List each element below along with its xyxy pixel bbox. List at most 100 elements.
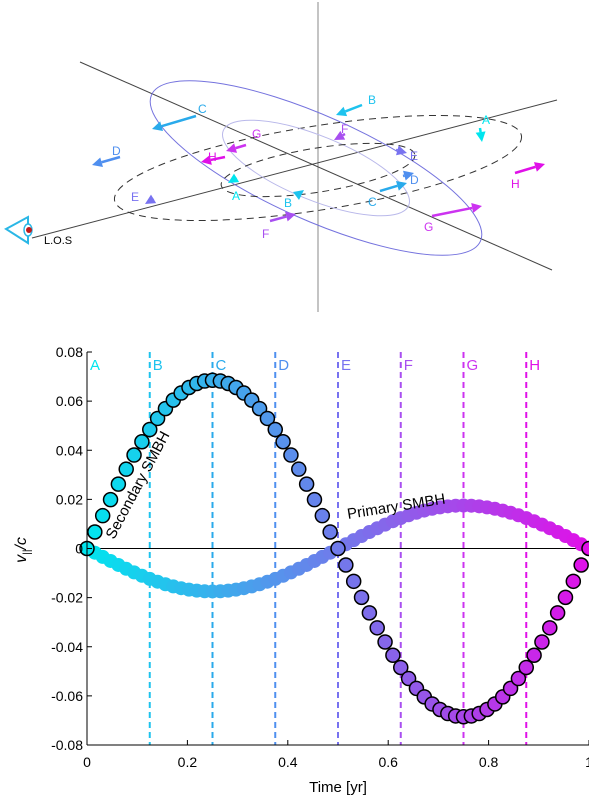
data-point [142,421,158,438]
x-tick-label: 0 [83,754,91,770]
primary-orbit-projection [220,142,416,198]
phase-label-e: E [341,357,351,374]
outer-arrow-d [92,155,121,168]
data-point [322,524,338,540]
secondary-orbit [149,80,483,256]
data-point [134,434,150,450]
outer-arrow-h [514,162,545,175]
data-point [565,573,582,590]
data-point [345,573,362,590]
data-point [330,540,346,557]
y-axis-label: v||/c [13,537,33,563]
phase-label-d: D [278,357,289,374]
data-point [110,476,127,492]
inner-arrow-e [395,145,407,156]
phase-markers [148,352,528,745]
outer-arrow-a [475,127,486,142]
outer-label-f: F [262,227,269,241]
data-point [361,605,378,621]
y-tick-label: 0.06 [56,393,83,409]
data-point [291,461,307,477]
phase-label-f: F [404,357,413,374]
x-tick-label: 1 [585,754,589,770]
outer-label-e: E [131,190,139,204]
y-tick-label: -0.02 [51,590,83,606]
data-point [581,540,589,557]
data-point [526,647,542,663]
phase-label-h: H [529,357,540,374]
data-point [518,659,534,676]
inner-label-c: C [368,195,377,209]
inner-arrow-g [226,143,247,153]
data-point [283,447,299,463]
y-tick-label: 0.08 [56,344,83,360]
inner-arrow-b [293,190,304,200]
data-point [542,620,558,636]
inner-arrow-f [334,130,346,140]
outer-label-a: A [482,113,490,127]
inner-arrow-a [228,173,240,183]
y-tick-label: 0 [75,541,83,557]
outer-arrow-b [336,103,363,117]
data-point [259,410,276,427]
primary-orbit [222,119,410,217]
phase-label-a: A [90,357,100,374]
outer-label-h: H [511,177,520,191]
y-tick-label: 0.04 [56,442,83,458]
data-point [94,507,111,524]
y-tick-label: 0.02 [56,491,83,507]
y-tick-label: -0.08 [51,737,83,753]
los-label: L.O.S [44,235,72,247]
x-tick-label: 0.6 [378,754,398,770]
x-tick-label: 0.8 [479,754,499,770]
x-tick-label: 0.2 [178,754,198,770]
y-tick-label: -0.06 [51,688,83,704]
data-point [573,557,589,573]
data-point [353,589,370,606]
phase-label-b: B [153,357,163,374]
inner-label-e: E [410,149,418,163]
x-tick-label: 0.4 [278,754,298,770]
data-point [557,589,574,606]
inner-label-a: A [232,189,240,203]
data-point [275,434,291,450]
outer-arrow-g [431,203,482,218]
data-point [126,447,142,463]
cross-axis [31,99,558,239]
inner-arrow-d [402,170,414,181]
secondary-orbit-projection [113,114,523,222]
inner-label-h: H [208,150,217,164]
y-ticks: -0.08 -0.06 -0.04 -0.02 0 0.02 0.04 0.06 0.08 [51,344,92,753]
data-point [534,634,550,650]
phase-label-c: C [216,357,227,374]
eye-icon [4,215,33,245]
data-point [510,670,527,687]
outer-label-g: G [424,220,433,234]
data-point [385,647,401,663]
data-point [393,659,409,676]
y-tick-label: -0.04 [51,639,83,655]
data-point [338,557,354,573]
inner-label-d: D [410,173,419,187]
velocity-arrows [92,103,545,223]
inner-arrow-c [379,181,407,193]
data-point [267,421,283,438]
inner-label-f: F [341,122,348,136]
outer-arrow-f [269,211,296,223]
phase-label-g: G [467,357,479,374]
data-point [102,491,119,508]
outer-label-d: D [112,144,121,158]
data-point [87,524,103,540]
data-point [306,491,323,508]
inner-label-b: B [284,196,292,210]
data-point [118,461,134,477]
outer-label-b: B [368,93,376,107]
outer-label-c: C [198,102,207,116]
data-point [298,476,315,492]
x-axis-label: Time [yr] [309,779,367,796]
outer-arrow-c [152,114,197,131]
series-secondary-smbh [79,372,589,725]
inner-arrow-h [201,155,226,165]
